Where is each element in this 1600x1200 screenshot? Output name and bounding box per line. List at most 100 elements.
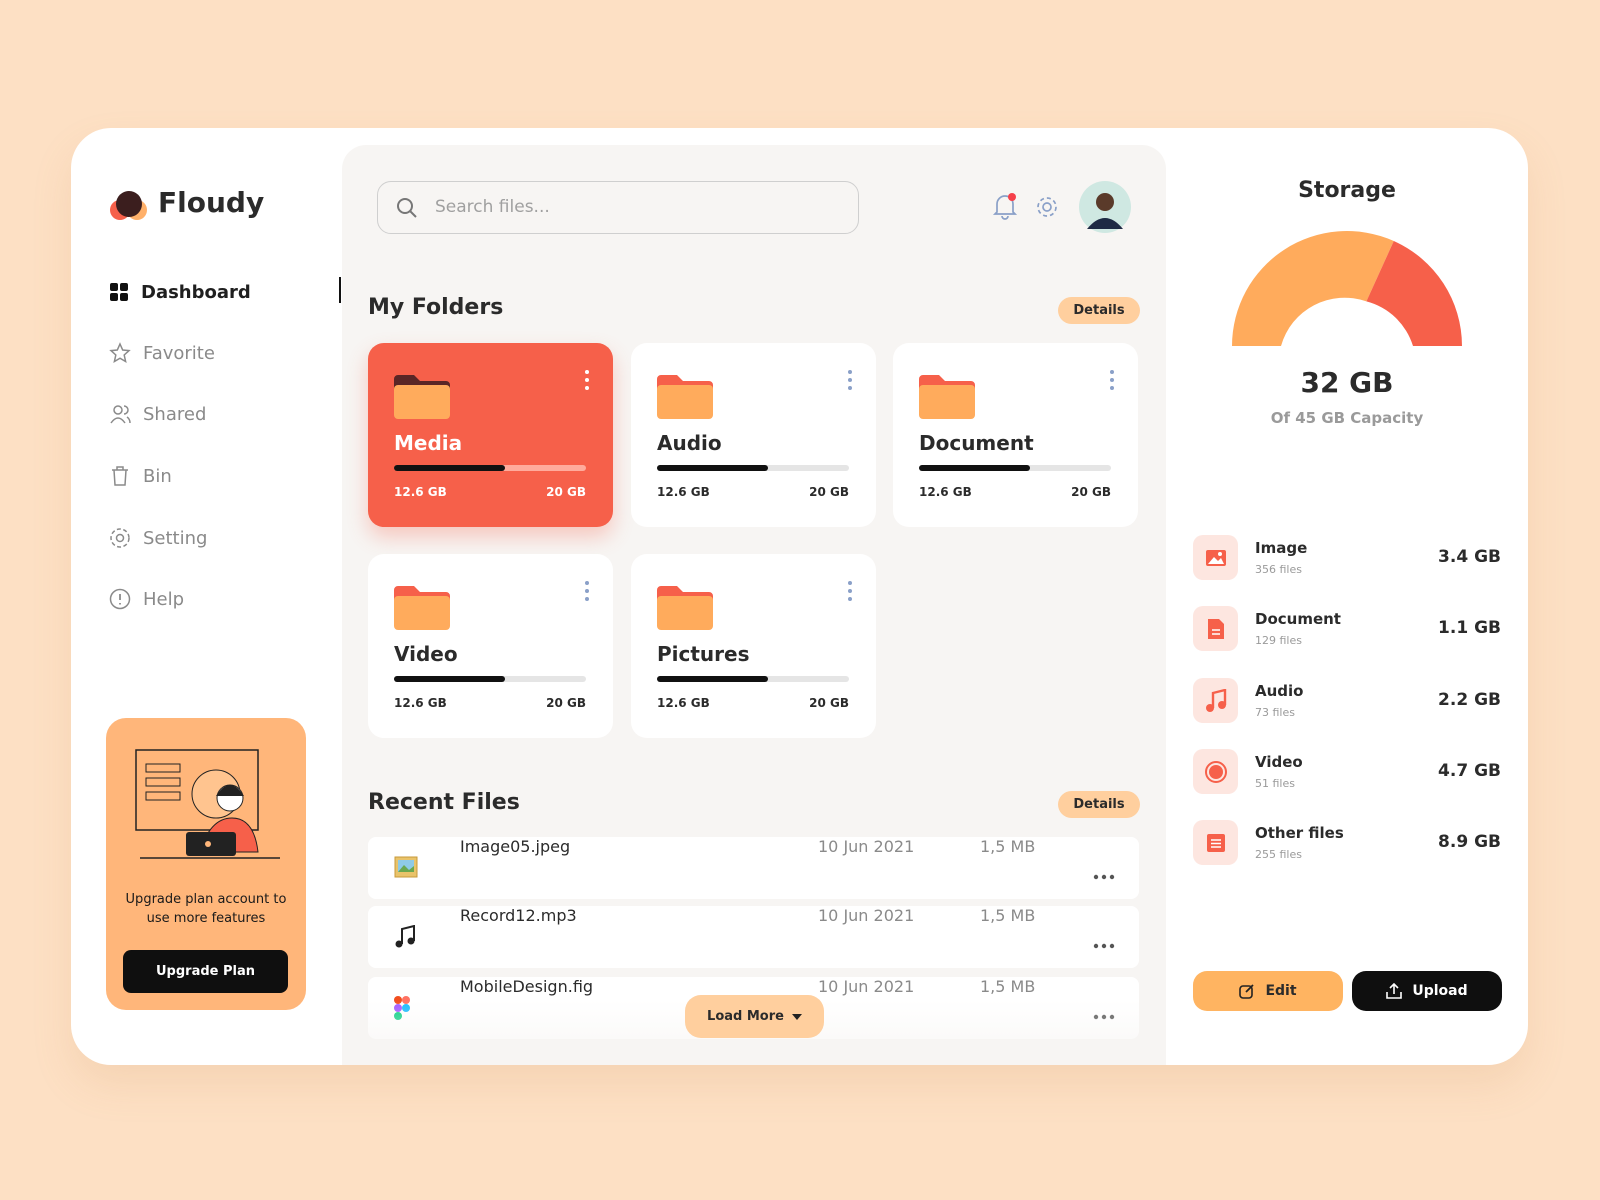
upload-icon [1386, 983, 1403, 999]
bell-icon[interactable] [992, 192, 1018, 220]
edit-label: Edit [1265, 983, 1297, 999]
folder-total: 20 GB [1071, 485, 1111, 499]
upgrade-button[interactable]: Upgrade Plan [123, 950, 288, 993]
folder-icon [657, 586, 713, 634]
file-size: 1,5 MB [980, 906, 1036, 925]
file-row[interactable]: Record12.mp3 10 Jun 2021 1,5 MB [368, 906, 1139, 968]
load-more-label: Load More [707, 1009, 784, 1024]
type-size: 3.4 GB [1438, 547, 1501, 567]
folder-card[interactable]: Document 12.6 GB 20 GB [893, 343, 1138, 527]
nav-label: Bin [143, 465, 172, 487]
folder-total: 20 GB [809, 485, 849, 499]
type-name: Image [1255, 539, 1308, 557]
details-button[interactable]: Details [1058, 791, 1140, 818]
type-name: Document [1255, 610, 1341, 628]
file-name: Record12.mp3 [460, 906, 577, 925]
type-icon [1193, 678, 1238, 723]
avatar[interactable] [1079, 181, 1131, 233]
folder-card[interactable]: Audio 12.6 GB 20 GB [631, 343, 876, 527]
file-name: MobileDesign.fig [460, 977, 594, 996]
type-size: 8.9 GB [1438, 832, 1501, 852]
folder-icon [657, 375, 713, 423]
load-more-button[interactable]: Load More [685, 995, 824, 1038]
edit-button[interactable]: Edit [1193, 971, 1343, 1011]
folder-total: 20 GB [546, 485, 586, 499]
upload-button[interactable]: Upload [1352, 971, 1502, 1011]
type-icon [1193, 820, 1238, 865]
section-title: Recent Files [368, 790, 520, 815]
type-icon [1193, 749, 1238, 794]
folder-name: Media [394, 431, 463, 455]
type-size: 4.7 GB [1438, 761, 1501, 781]
nav-item[interactable]: Help [109, 585, 184, 613]
nav-item[interactable]: Shared [109, 400, 206, 428]
folder-used: 12.6 GB [657, 696, 710, 710]
logo-icon [110, 191, 147, 220]
settings-icon[interactable] [1035, 195, 1059, 219]
more-menu [847, 369, 853, 395]
nav-label: Dashboard [141, 281, 251, 303]
nav-item[interactable]: Favorite [109, 339, 215, 367]
file-size: 1,5 MB [980, 837, 1036, 856]
promo-text: Upgrade plan account to use more feature… [125, 892, 287, 926]
type-files: 73 files [1255, 706, 1295, 719]
section-title: My Folders [368, 295, 504, 320]
folder-name: Document [919, 431, 1034, 455]
type-size: 1.1 GB [1438, 618, 1501, 638]
type-files: 129 files [1255, 634, 1302, 647]
folder-card[interactable]: Pictures 12.6 GB 20 GB [631, 554, 876, 738]
promo-card: Upgrade plan account to use more feature… [106, 718, 306, 1010]
type-icon [1193, 606, 1238, 651]
usage-bar [657, 465, 849, 471]
folder-card[interactable]: Video 12.6 GB 20 GB [368, 554, 613, 738]
more-menu [847, 580, 853, 606]
file-name: Image05.jpeg [460, 837, 571, 856]
folder-total: 20 GB [546, 696, 586, 710]
folder-name: Pictures [657, 642, 750, 666]
details-button[interactable]: Details [1058, 297, 1140, 324]
nav-label: Setting [143, 527, 208, 549]
folder-icon [394, 586, 450, 634]
nav-item[interactable]: Setting [109, 524, 207, 552]
type-files: 356 files [1255, 563, 1302, 576]
nav-label: Shared [143, 403, 207, 425]
nav-icon [109, 342, 131, 364]
folder-icon [394, 375, 450, 423]
file-size: 1,5 MB [980, 977, 1036, 996]
nav-label: Favorite [143, 342, 215, 364]
nav-item[interactable]: Dashboard [109, 278, 251, 306]
storage-gauge [1232, 231, 1462, 346]
usage-fill [919, 465, 1031, 471]
type-name: Other files [1255, 824, 1344, 842]
folder-used: 12.6 GB [394, 485, 447, 499]
nav-icon [109, 527, 131, 549]
nav-icon [109, 465, 131, 487]
type-size: 2.2 GB [1438, 690, 1501, 710]
usage-fill [657, 465, 769, 471]
storage-title: Storage [1298, 178, 1396, 203]
type-files: 51 files [1255, 777, 1295, 790]
type-name: Video [1255, 753, 1303, 771]
usage-bar [394, 676, 586, 682]
nav-icon [109, 588, 131, 610]
folder-used: 12.6 GB [657, 485, 710, 499]
folder-used: 12.6 GB [919, 485, 972, 499]
file-row[interactable]: Image05.jpeg 10 Jun 2021 1,5 MB [368, 837, 1139, 899]
usage-bar [657, 676, 849, 682]
search-box[interactable]: Search files... [377, 181, 859, 234]
file-date: 10 Jun 2021 [818, 837, 915, 856]
promo-illustration [135, 749, 280, 859]
edit-icon [1239, 984, 1255, 999]
file-date: 10 Jun 2021 [818, 977, 915, 996]
folder-used: 12.6 GB [394, 696, 447, 710]
upload-label: Upload [1412, 983, 1468, 999]
more-menu [584, 369, 590, 395]
folder-card[interactable]: Media 12.6 GB 20 GB [368, 343, 613, 527]
usage-bar [919, 465, 1111, 471]
storage-capacity: Of 45 GB Capacity [1270, 409, 1424, 427]
type-name: Audio [1255, 682, 1304, 700]
nav-item[interactable]: Bin [109, 462, 172, 490]
folder-name: Video [394, 642, 458, 666]
nav-icon [109, 403, 131, 425]
